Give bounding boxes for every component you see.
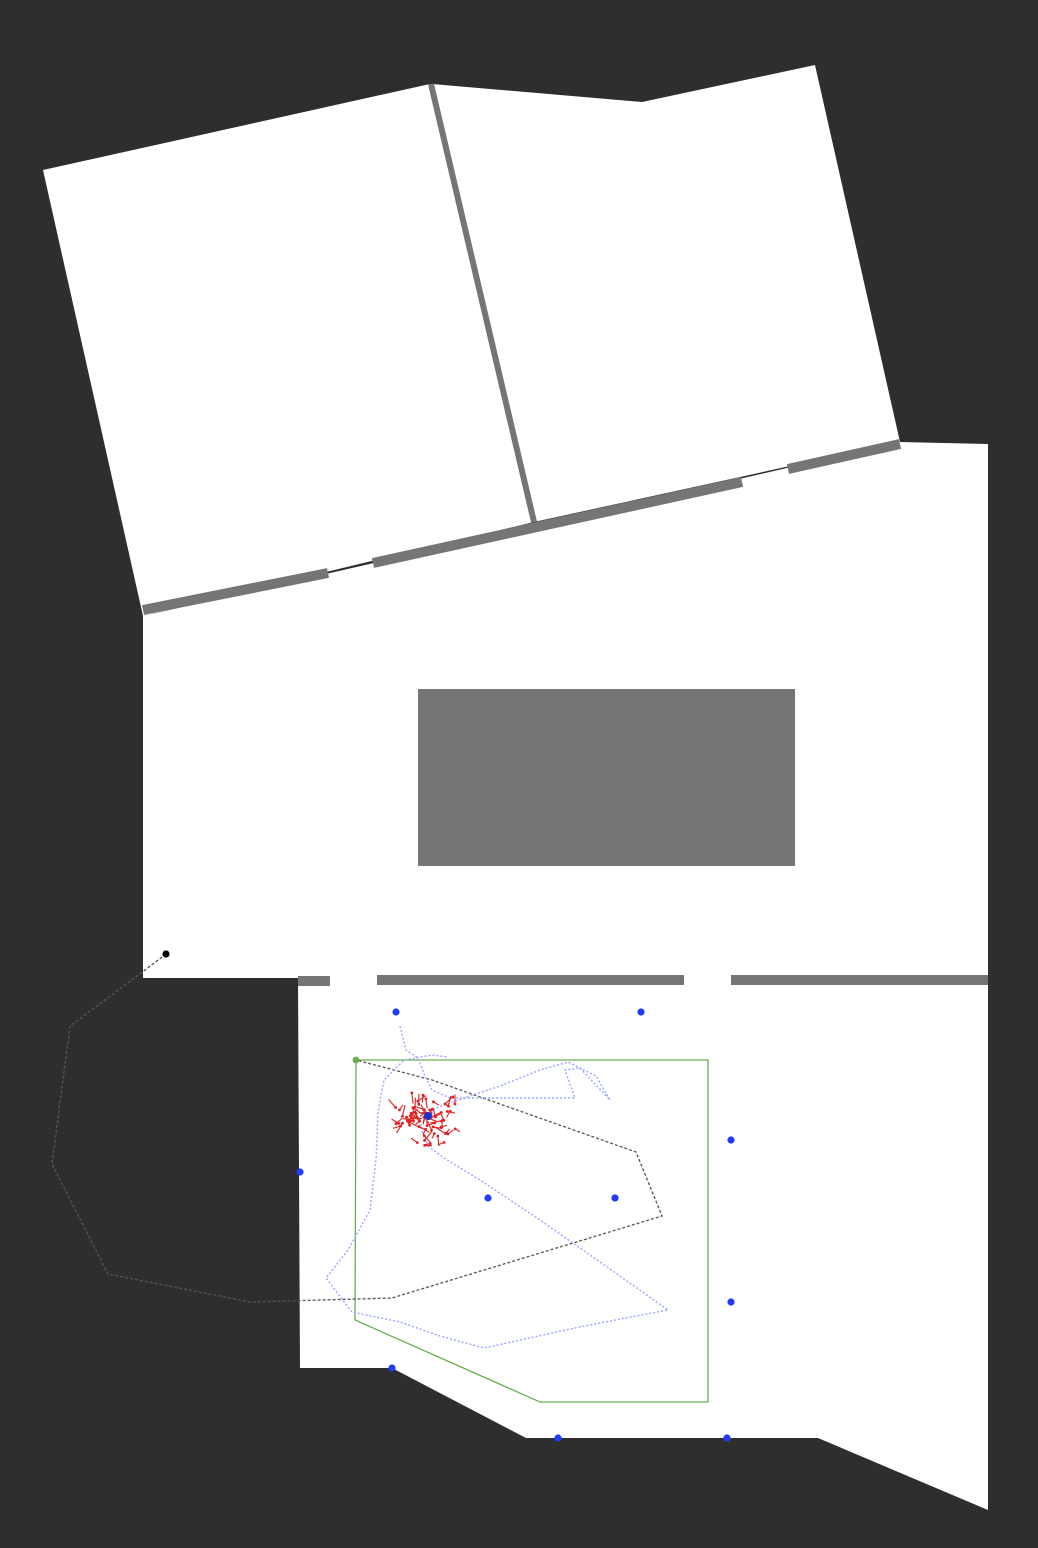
beacon-marker[interactable] bbox=[727, 1298, 735, 1306]
particle-dot bbox=[451, 1095, 455, 1099]
particle-dot bbox=[439, 1111, 443, 1114]
particle-dot bbox=[414, 1112, 418, 1115]
planned-path-line bbox=[51, 953, 663, 1303]
particle-arrow bbox=[437, 1135, 440, 1147]
particle-dot bbox=[425, 1124, 429, 1127]
marker-layer bbox=[162, 950, 432, 1120]
beacon-marker[interactable] bbox=[296, 1168, 304, 1176]
beacon-marker[interactable] bbox=[727, 1136, 735, 1144]
beacon-marker[interactable] bbox=[611, 1194, 619, 1202]
particle-dot bbox=[441, 1119, 444, 1122]
wall-upper-seg-1 bbox=[142, 568, 329, 615]
particle-arrow bbox=[411, 1092, 414, 1104]
particle-arrow bbox=[396, 1122, 403, 1134]
particle-arrow bbox=[401, 1105, 406, 1117]
beacon-marker[interactable] bbox=[554, 1434, 562, 1442]
particle-arrow bbox=[414, 1097, 417, 1108]
walls bbox=[142, 83, 988, 986]
particle-dot bbox=[394, 1122, 398, 1126]
start-point-marker[interactable] bbox=[162, 950, 170, 958]
wall-divider-vertical bbox=[428, 83, 537, 523]
particle-dot bbox=[408, 1114, 412, 1118]
particle-dot bbox=[442, 1141, 446, 1144]
particle-dot bbox=[424, 1127, 427, 1131]
particle-dot bbox=[432, 1132, 436, 1135]
particle-dot bbox=[430, 1128, 433, 1132]
particle-dot bbox=[431, 1125, 435, 1129]
particle-dot bbox=[448, 1109, 452, 1113]
particle-arrow bbox=[423, 1135, 432, 1144]
particle-dot bbox=[434, 1115, 437, 1119]
particle-arrow bbox=[409, 1108, 419, 1117]
particle-arrow bbox=[424, 1131, 433, 1141]
particle-dot bbox=[413, 1105, 417, 1109]
particle-arrow bbox=[409, 1121, 420, 1128]
particle-dot bbox=[423, 1139, 426, 1142]
obstacle-block bbox=[418, 689, 795, 866]
particle-dot bbox=[422, 1134, 426, 1138]
region-outline bbox=[354, 1059, 709, 1403]
particle-arrow bbox=[426, 1120, 433, 1131]
particle-dot bbox=[408, 1123, 411, 1127]
particle-dot bbox=[453, 1102, 457, 1106]
wall-upper-seg-3 bbox=[786, 439, 902, 474]
particle-dot bbox=[444, 1132, 447, 1135]
particle-dot bbox=[415, 1141, 419, 1144]
true-path-layer bbox=[325, 1025, 670, 1349]
particle-dot bbox=[415, 1115, 419, 1119]
particle-dot bbox=[432, 1100, 435, 1104]
beacon-marker[interactable] bbox=[388, 1364, 396, 1372]
room-left-floor bbox=[43, 84, 534, 616]
robot-estimate-marker[interactable] bbox=[424, 1112, 432, 1120]
particle-dot bbox=[401, 1114, 404, 1118]
particle-dot bbox=[424, 1097, 428, 1101]
particle-dot bbox=[423, 1144, 426, 1147]
particle-dot bbox=[405, 1115, 408, 1119]
particle-arrow bbox=[410, 1112, 420, 1122]
beacon-marker[interactable] bbox=[723, 1434, 731, 1442]
particle-arrow bbox=[443, 1096, 454, 1106]
particle-dot bbox=[398, 1108, 401, 1112]
beacon-marker[interactable] bbox=[484, 1194, 492, 1202]
particle-arrow bbox=[409, 1116, 418, 1123]
planned-path-layer bbox=[51, 953, 663, 1303]
particle-cloud bbox=[388, 1091, 461, 1147]
particle-arrow bbox=[425, 1098, 428, 1109]
room-right-floor bbox=[432, 65, 900, 522]
particle-dot bbox=[418, 1119, 421, 1123]
particle-dot bbox=[417, 1125, 421, 1128]
particle-dot bbox=[428, 1108, 432, 1112]
particle-arrow bbox=[430, 1119, 443, 1124]
particle-dot bbox=[453, 1127, 457, 1131]
particle-dot bbox=[412, 1119, 415, 1123]
particle-dot bbox=[430, 1107, 434, 1111]
particle-dot bbox=[401, 1121, 404, 1125]
particle-dot bbox=[422, 1108, 426, 1112]
particle-dot bbox=[445, 1110, 449, 1113]
particle-dot bbox=[411, 1106, 415, 1110]
particle-arrow bbox=[447, 1096, 452, 1107]
particle-dot bbox=[446, 1104, 450, 1108]
particle-arrow bbox=[435, 1126, 446, 1135]
particle-dot bbox=[417, 1102, 421, 1106]
goal-point-marker[interactable] bbox=[352, 1056, 360, 1064]
particle-dot bbox=[410, 1091, 414, 1095]
particle-arrow bbox=[412, 1107, 424, 1115]
particle-dot bbox=[436, 1134, 440, 1138]
particle-dot bbox=[397, 1122, 401, 1125]
particle-dot bbox=[394, 1106, 397, 1109]
particle-arrow bbox=[432, 1126, 443, 1130]
beacon-marker[interactable] bbox=[637, 1008, 645, 1016]
true-path-line bbox=[325, 1025, 670, 1349]
particle-arrow bbox=[388, 1099, 397, 1108]
region-layer bbox=[354, 1059, 709, 1403]
particle-dot bbox=[406, 1119, 409, 1123]
beacon-marker[interactable] bbox=[392, 1008, 400, 1016]
lower-room-floor bbox=[298, 978, 988, 1510]
wall-upper-seg-2 bbox=[371, 477, 744, 568]
particle-dot bbox=[421, 1093, 425, 1097]
beacon-layer bbox=[296, 1008, 735, 1442]
